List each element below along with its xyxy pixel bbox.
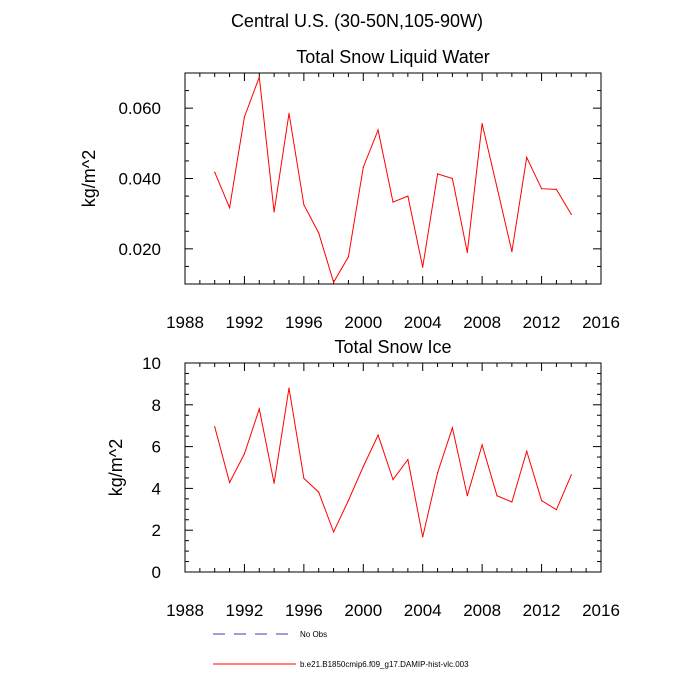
- data-point: [258, 76, 260, 78]
- data-point: [451, 427, 453, 429]
- data-point: [303, 477, 305, 479]
- y-axis-label: kg/m^2: [79, 150, 99, 207]
- data-point: [570, 213, 572, 215]
- data-point: [555, 188, 558, 190]
- data-point: [392, 201, 394, 203]
- x-tick-label: 2000: [344, 601, 382, 620]
- x-tick-label: 1988: [166, 313, 204, 332]
- x-tick-label: 2012: [523, 313, 561, 332]
- data-point: [273, 482, 275, 484]
- y-tick-label: 10: [142, 354, 161, 373]
- data-point: [362, 166, 364, 168]
- legend: No Obs b.e21.B1850cmip6.f09_g17.DAMIP-his…: [213, 630, 469, 669]
- data-point: [214, 426, 216, 428]
- data-point: [555, 509, 558, 511]
- x-tick-label: 2000: [344, 313, 382, 332]
- data-point: [511, 501, 513, 503]
- data-point: [258, 408, 260, 410]
- legend-label: b.e21.B1850cmip6.f09_g17.DAMIP-hist-vlc.…: [300, 660, 469, 669]
- series-line: [214, 388, 572, 538]
- y-tick-label: 4: [152, 479, 161, 498]
- x-tick-label: 2008: [463, 601, 501, 620]
- x-tick-label: 1988: [166, 601, 204, 620]
- data-point: [347, 499, 349, 502]
- data-point: [481, 444, 483, 446]
- data-point: [437, 173, 439, 175]
- data-point: [318, 232, 320, 234]
- data-point: [347, 256, 349, 258]
- data-point: [511, 251, 513, 253]
- data-point: [362, 465, 364, 468]
- chart-panel-1: Total Snow Liquid Water 1988 1992 1996 2000 2…: [79, 47, 620, 332]
- data-point: [243, 116, 245, 118]
- x-tick-label: 2016: [582, 313, 620, 332]
- y-tick-label: 8: [152, 396, 161, 415]
- chart-panels: Total Snow Liquid Water 1988 1992 1996 2000 2…: [79, 47, 620, 620]
- plot-title: Total Snow Ice: [334, 337, 451, 357]
- data-point: [466, 495, 468, 497]
- y-axis-label: kg/m^2: [106, 439, 126, 496]
- data-point: [481, 123, 483, 125]
- data-point: [422, 536, 424, 538]
- plot-frame: [184, 362, 602, 573]
- data-point: [422, 266, 424, 268]
- data-point: [318, 491, 320, 493]
- x-tick-label: 2016: [582, 601, 620, 620]
- data-point: [407, 459, 409, 461]
- data-point: [466, 251, 468, 253]
- series-line: [214, 77, 572, 284]
- data-point: [496, 186, 498, 188]
- plot-frame: [184, 72, 602, 285]
- x-tick-label: 2004: [404, 601, 442, 620]
- data-point: [229, 481, 231, 484]
- y-tick-label: 0.040: [118, 170, 161, 189]
- legend-item: No Obs: [213, 630, 327, 639]
- data-point: [526, 156, 528, 158]
- y-tick-label: 0: [152, 563, 161, 582]
- data-point: [392, 479, 394, 481]
- y-tick-label: 2: [152, 521, 161, 540]
- y-tick-label: 0.060: [118, 99, 161, 118]
- data-point: [214, 171, 216, 173]
- x-tick-label: 1992: [226, 313, 264, 332]
- x-tick-label: 2012: [523, 601, 561, 620]
- legend-item: b.e21.B1850cmip6.f09_g17.DAMIP-hist-vlc.…: [213, 660, 469, 669]
- x-tick-label: 1996: [285, 313, 323, 332]
- data-point: [570, 474, 572, 476]
- data-point: [496, 495, 498, 497]
- x-tick-label: 2008: [463, 313, 501, 332]
- y-tick-label: 6: [152, 438, 161, 457]
- data-point: [541, 499, 543, 502]
- plot-title: Total Snow Liquid Water: [296, 47, 489, 67]
- data-point: [288, 387, 290, 389]
- data-point: [377, 434, 379, 436]
- data-point: [541, 188, 543, 190]
- data-point: [451, 177, 453, 180]
- data-point: [333, 281, 335, 283]
- data-point: [526, 450, 528, 452]
- data-point: [407, 195, 409, 197]
- x-tick-label: 2004: [404, 313, 442, 332]
- x-tick-label: 1996: [285, 601, 323, 620]
- data-point: [243, 453, 245, 455]
- data-point: [303, 204, 305, 206]
- data-point: [437, 472, 439, 474]
- data-point: [333, 531, 335, 533]
- data-point: [288, 112, 290, 114]
- figure-title: Central U.S. (30-50N,105-90W): [231, 11, 483, 31]
- data-point: [273, 211, 275, 213]
- x-tick-label: 1992: [226, 601, 264, 620]
- data-point: [377, 129, 379, 131]
- legend-label: No Obs: [300, 630, 327, 639]
- data-point: [229, 207, 231, 209]
- y-tick-label: 0.020: [118, 240, 161, 259]
